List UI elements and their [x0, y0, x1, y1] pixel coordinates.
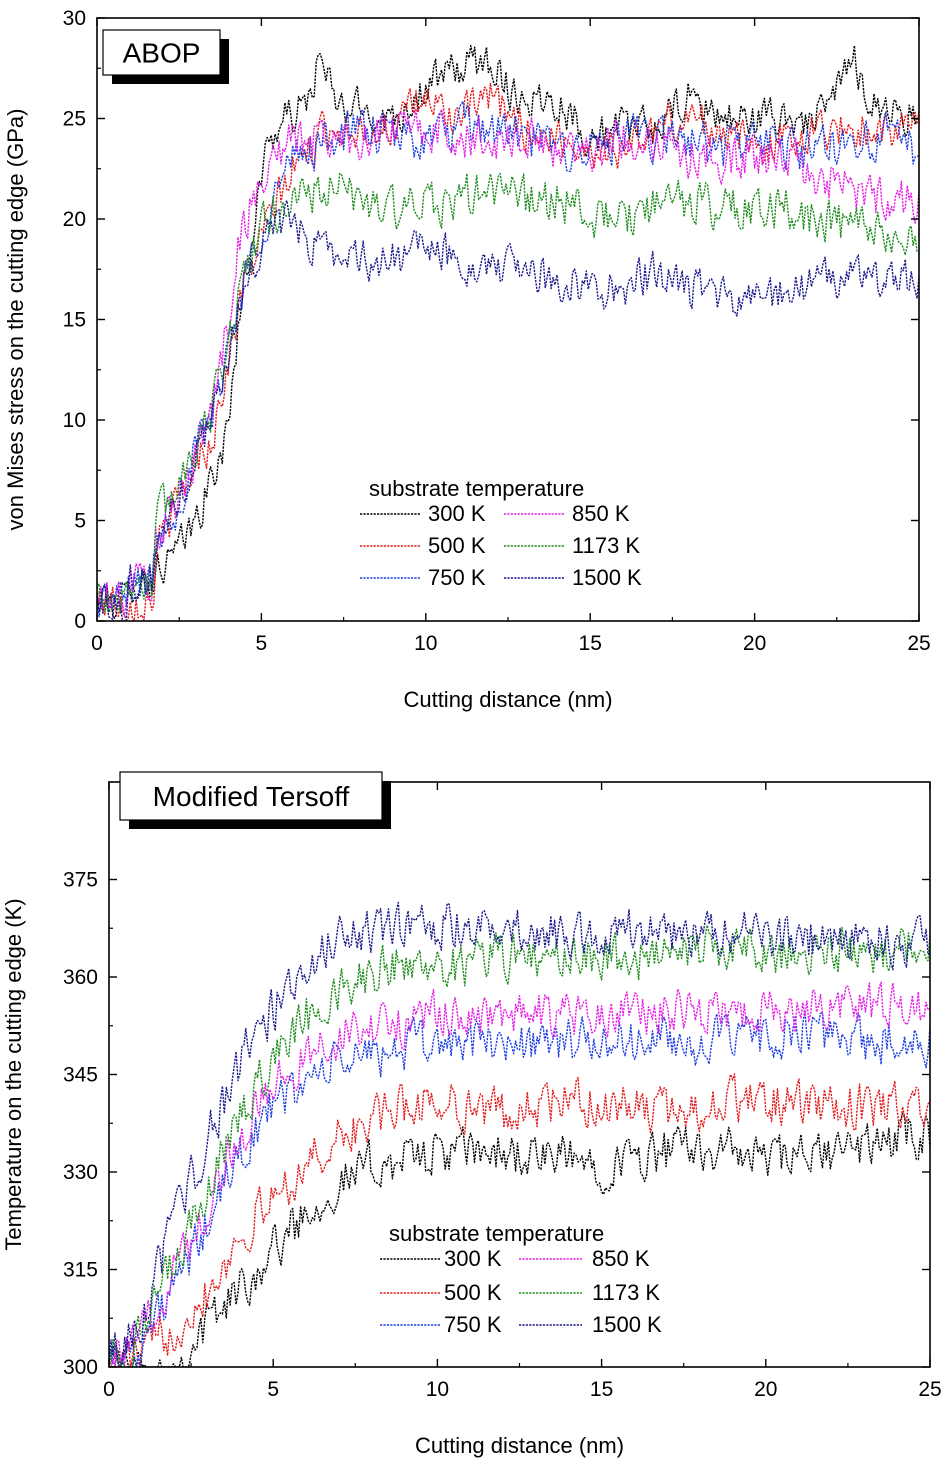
y-tick-label: 315 [63, 1259, 98, 1282]
badge-box [102, 29, 221, 76]
legend-entry: 1173 K [572, 533, 640, 558]
y-axis: 0 5 10 15 20 25 30 [63, 7, 919, 633]
x-tick-label: 5 [256, 632, 268, 655]
x-tick-label: 0 [103, 1378, 115, 1401]
legend-title: substrate temperature [369, 476, 584, 501]
series-line-750k [109, 1010, 930, 1367]
x-axis: 0 5 10 15 20 25 [91, 18, 931, 655]
legend-entry: 300 K [444, 1246, 502, 1271]
plot-frame [96, 17, 920, 622]
badge-box [119, 771, 383, 821]
y-axis-title: Temperature on the cutting edge (K) [1, 898, 26, 1250]
series-line-850k [97, 108, 919, 617]
y-tick-label: 345 [63, 1064, 98, 1087]
series-group [109, 901, 930, 1367]
legend-entry: 850 K [592, 1246, 650, 1271]
legend-entry: 850 K [572, 501, 630, 526]
y-tick-label: 25 [63, 108, 86, 131]
panel-badge: Modified Tersoff [119, 771, 391, 829]
y-tick-label: 5 [74, 510, 86, 533]
series-line-1173k [109, 924, 930, 1367]
y-tick-label: 30 [63, 7, 86, 30]
legend-entry: 1500 K [592, 1312, 662, 1337]
plot-frame [108, 781, 931, 1368]
y-tick-label: 10 [63, 409, 86, 432]
legend-entry: 1173 K [592, 1280, 660, 1305]
x-tick-label: 20 [754, 1378, 777, 1401]
x-tick-label: 25 [907, 632, 930, 655]
x-tick-label: 15 [590, 1378, 613, 1401]
y-tick-label: 330 [63, 1161, 98, 1184]
x-tick-label: 20 [743, 632, 766, 655]
x-tick-label: 5 [267, 1378, 279, 1401]
badge-label: Modified Tersoff [153, 781, 350, 812]
legend-entry: 750 K [428, 565, 486, 590]
y-tick-label: 360 [63, 966, 98, 989]
series-group [97, 44, 919, 621]
x-tick-label: 0 [91, 632, 103, 655]
y-tick-label: 15 [63, 309, 86, 332]
legend-entry: 500 K [444, 1280, 502, 1305]
y-tick-label: 375 [63, 869, 98, 892]
x-tick-label: 10 [414, 632, 437, 655]
x-tick-label: 15 [579, 632, 602, 655]
y-axis: 300 315 330 345 360 375 [63, 869, 930, 1379]
y-axis-title: von Mises stress on the cutting edge (GP… [3, 109, 28, 531]
y-tick-label: 20 [63, 208, 86, 231]
legend-entry: 500 K [428, 533, 486, 558]
panel-badge: ABOP [102, 29, 229, 84]
legend-entry: 750 K [444, 1312, 502, 1337]
y-tick-label: 0 [74, 610, 86, 633]
x-axis: 0 5 10 15 20 25 [103, 782, 942, 1401]
series-line-1500k [97, 199, 919, 621]
legend-title: substrate temperature [389, 1221, 604, 1246]
legend-entry: 300 K [428, 501, 486, 526]
series-line-750k [97, 100, 919, 618]
series-line-850k [109, 981, 930, 1367]
chart-1: 0 5 10 15 20 25 0 5 10 15 20 25 30 Cutting distance (… [3, 7, 931, 712]
legend-entry: 1500 K [572, 565, 642, 590]
series-line-1500k [109, 901, 930, 1367]
series-line-500k [109, 1073, 930, 1367]
series-line-300k [97, 44, 919, 619]
chart-2: 0 5 10 15 20 25 300 315 330 345 360 375 Cutting dist… [1, 771, 942, 1458]
badge-label: ABOP [123, 38, 201, 69]
x-tick-label: 10 [426, 1378, 449, 1401]
series-line-300k [109, 1112, 930, 1367]
series-line-1173k [97, 172, 919, 614]
x-axis-title: Cutting distance (nm) [403, 687, 612, 712]
x-axis-title: Cutting distance (nm) [415, 1433, 624, 1458]
x-tick-label: 25 [918, 1378, 941, 1401]
y-tick-label: 300 [63, 1356, 98, 1379]
